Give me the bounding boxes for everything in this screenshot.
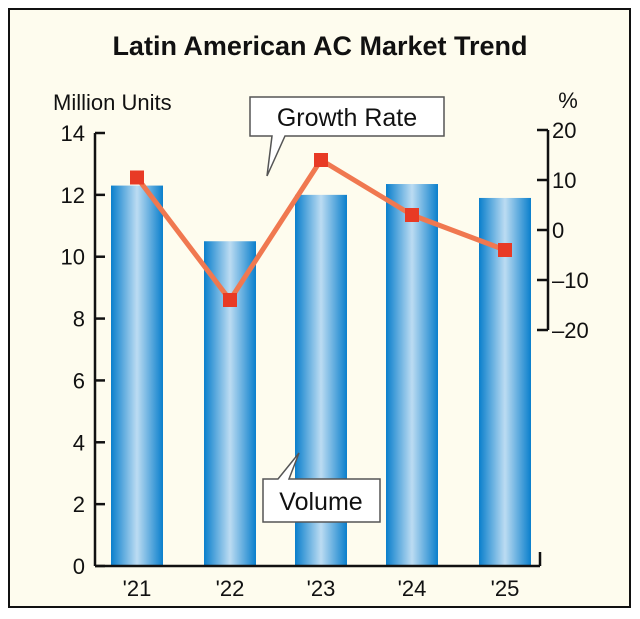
bar-1 (204, 241, 256, 566)
chart-title: Latin American AC Market Trend (112, 31, 527, 61)
x-tick-label: '22 (216, 576, 245, 601)
y2-tick-label: –10 (552, 268, 589, 293)
bar-0 (111, 185, 163, 567)
volume-callout-box (262, 452, 381, 523)
y-tick-label: 0 (73, 554, 85, 579)
growth-rate-callout-box (249, 96, 445, 177)
y-tick-label: 8 (73, 307, 85, 332)
bar-3 (386, 184, 438, 566)
volume-callout: Volume (262, 452, 381, 523)
y-tick-label: 12 (61, 183, 85, 208)
y2-tick-label: 10 (552, 168, 576, 193)
y2-tick-label: 20 (552, 118, 576, 143)
growth-rate-callout-label: Growth Rate (277, 104, 417, 132)
growth-rate-marker-3 (405, 208, 419, 222)
x-tick-label: '25 (491, 576, 520, 601)
y-tick-label: 6 (73, 368, 85, 393)
volume-callout-label: Volume (279, 488, 362, 516)
growth-rate-marker-0 (130, 170, 144, 185)
y2-axis-label: % (558, 88, 578, 113)
growth-rate-marker-2 (314, 153, 328, 167)
y2-tick-label: –20 (552, 318, 589, 343)
y-tick-label: 14 (61, 121, 85, 146)
growth-rate-marker-1 (223, 293, 237, 307)
x-tick-label: '24 (398, 576, 427, 601)
x-tick-label: '23 (307, 576, 336, 601)
growth-rate-callout: Growth Rate (249, 96, 445, 177)
y-tick-label: 4 (73, 430, 85, 455)
y2-tick-label: 0 (552, 218, 564, 243)
bar-4 (479, 197, 531, 566)
growth-rate-marker-4 (498, 243, 512, 257)
y-axis-label: Million Units (53, 90, 172, 115)
y-tick-label: 10 (61, 245, 85, 270)
x-tick-label: '21 (123, 576, 152, 601)
y-tick-label: 2 (73, 492, 85, 517)
